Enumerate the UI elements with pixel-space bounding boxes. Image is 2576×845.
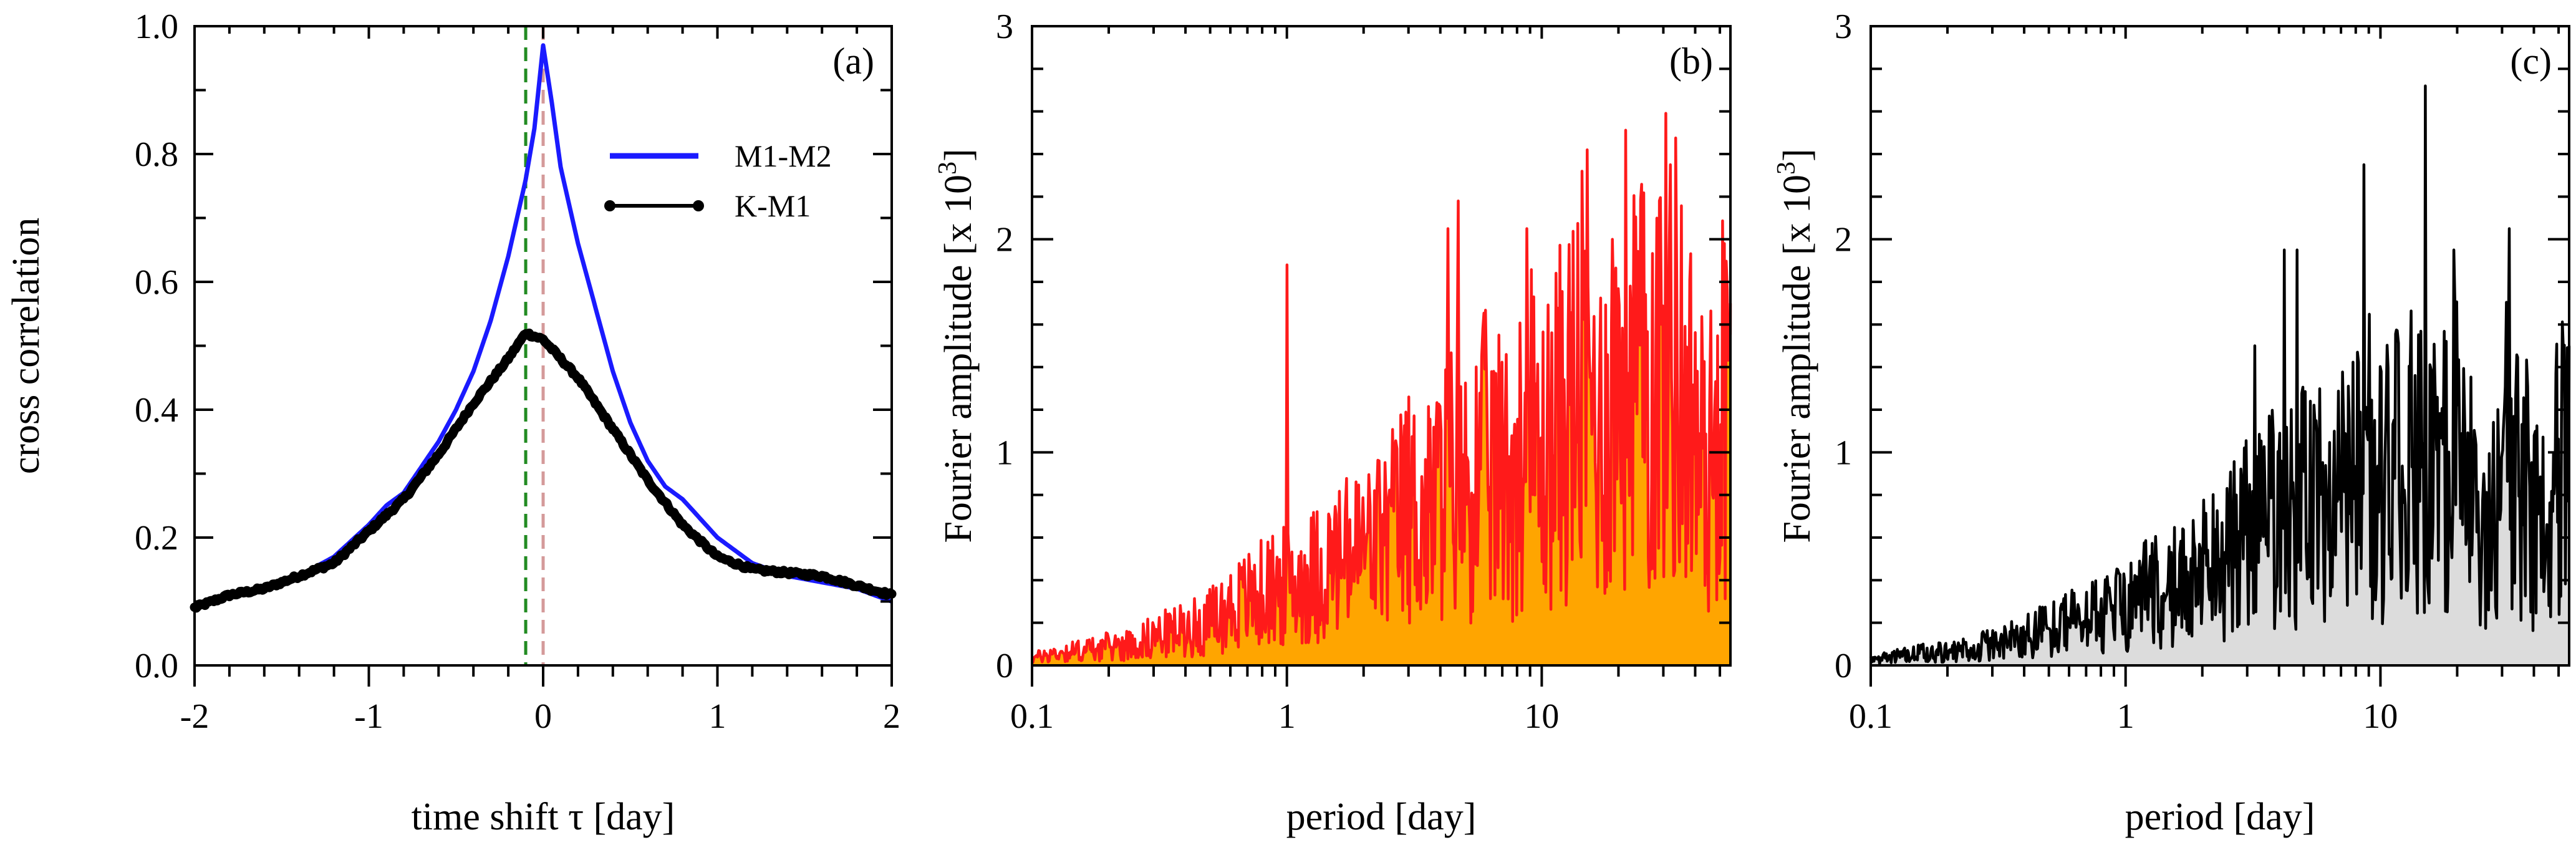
x-tick-label: 10 — [2363, 697, 2398, 736]
x-tick-label: -1 — [354, 697, 384, 736]
panel-label: (c) — [2510, 41, 2552, 82]
y-axis-label-exponent: 3 — [1772, 162, 1801, 175]
legend-label-m1-m2: M1-M2 — [735, 138, 832, 173]
y-axis-label-end: ] — [937, 148, 980, 162]
x-axis-label: period [day] — [2125, 796, 2315, 838]
plot-frame — [1869, 25, 2570, 667]
y-tick-label: 3 — [1835, 7, 1852, 46]
y-tick-label: 0.6 — [135, 263, 178, 302]
x-tick-label: 10 — [1524, 697, 1559, 736]
panel-b-fourier-spectrum-red: 0.1 1 10 0 1 2 3 period [day] Fourier amplitude … — [933, 7, 1732, 838]
y-axis-label-main: Fourier amplitude [x 10 — [1776, 175, 1818, 543]
plot-frame — [1031, 25, 1732, 667]
y-tick-label: 2 — [1835, 221, 1852, 259]
y-tick-label: 0.8 — [135, 135, 178, 174]
y-tick-label: 0.2 — [135, 519, 178, 558]
spectrum-line — [1869, 84, 2571, 665]
y-tick-label: 2 — [996, 221, 1013, 259]
panel-a-cross-correlation: -2 -1 0 1 2 0.0 0.2 0.4 0.6 0.8 1.0 time shift τ [d… — [5, 7, 900, 838]
panel-c-fourier-spectrum-black: 0.1 1 10 0 1 2 3 period [day] Fourier amplitude … — [1772, 7, 2571, 838]
y-axis-label: Fourier amplitude [x 103] — [933, 148, 980, 543]
series-line-k-m1 — [190, 328, 897, 613]
x-axis-label: period [day] — [1286, 796, 1477, 838]
legend-label-k-m1: K-M1 — [735, 188, 811, 223]
y-axis-label-exponent: 3 — [933, 162, 962, 175]
x-tick-label: 0.1 — [1010, 697, 1054, 736]
x-tick-label: 1 — [2117, 697, 2135, 736]
y-tick-label: 3 — [996, 7, 1013, 46]
x-axis-label: time shift τ [day] — [412, 796, 675, 838]
panel-label: (a) — [832, 41, 874, 82]
legend-marker-k-m1 — [693, 200, 704, 211]
spectrum-area — [1871, 85, 2569, 665]
spectrum-line — [1031, 112, 1732, 664]
y-tick-label: 0.4 — [135, 391, 178, 430]
y-axis-label-end: ] — [1776, 148, 1818, 162]
y-axis-label-main: Fourier amplitude [x 10 — [937, 175, 980, 543]
x-tick-label: 1 — [1278, 697, 1296, 736]
y-tick-label: 0.0 — [135, 647, 178, 685]
legend-marker-k-m1 — [604, 200, 615, 211]
y-tick-label: 0 — [1835, 647, 1852, 685]
x-tick-label: -2 — [180, 697, 210, 736]
y-axis-label: Fourier amplitude [x 103] — [1772, 148, 1818, 543]
y-tick-label: 0 — [996, 647, 1013, 685]
x-tick-label: 1 — [709, 697, 726, 736]
legend: M1-M2 K-M1 — [604, 138, 832, 223]
x-tick-label: 0.1 — [1849, 697, 1893, 736]
x-tick-label: 2 — [883, 697, 900, 736]
y-axis-label: cross correlation — [5, 218, 47, 474]
y-tick-label: 1.0 — [135, 7, 178, 46]
panel-label: (b) — [1669, 41, 1713, 82]
y-tick-label: 1 — [1835, 433, 1852, 472]
y-tick-label: 1 — [996, 433, 1013, 472]
x-tick-label: 0 — [534, 697, 552, 736]
